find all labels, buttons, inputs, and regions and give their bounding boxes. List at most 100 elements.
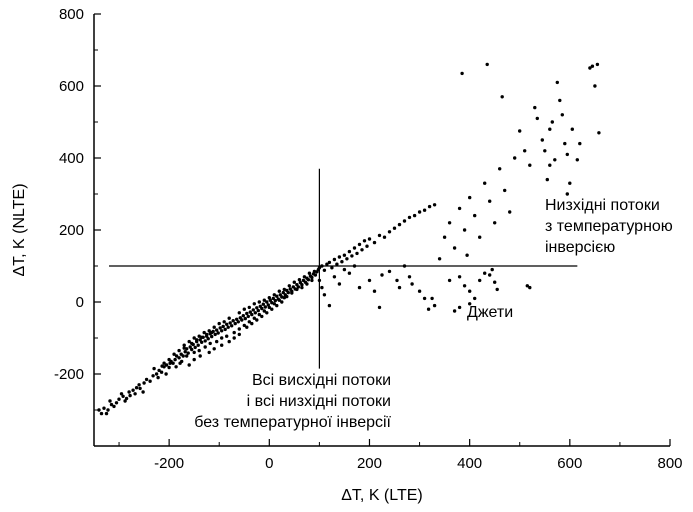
x-tick-label: -200 (154, 455, 184, 472)
scatter-point (255, 318, 259, 322)
scatter-point (251, 308, 255, 312)
scatter-point (273, 298, 277, 303)
scatter-point (272, 302, 276, 306)
scatter-point (495, 287, 499, 292)
annotation-upflows: Всі висхідні потоки і всі низхідні поток… (194, 372, 391, 431)
scatter-point (227, 316, 231, 320)
scatter-point (215, 339, 219, 344)
scatter-point (320, 264, 324, 268)
scatter-point (212, 325, 216, 329)
scatter-point (173, 357, 177, 362)
scatter-point (553, 158, 557, 162)
scatter-point (220, 336, 224, 340)
scatter-point (141, 390, 145, 394)
scatter-point (117, 397, 121, 401)
scatter-point (380, 273, 384, 277)
scatter-point (213, 332, 217, 337)
scatter-point (292, 280, 296, 284)
scatter-point (177, 356, 181, 360)
scatter-point (242, 307, 246, 311)
scatter-point (493, 280, 497, 284)
scatter-point (410, 282, 414, 286)
scatter-point (257, 312, 261, 317)
scatter-point (417, 289, 422, 293)
scatter-point (430, 296, 434, 301)
scatter-point (221, 324, 225, 329)
scatter-point (357, 285, 362, 290)
scatter-point (243, 316, 247, 321)
scatter-point (250, 321, 254, 326)
annotation-line: Всі висхідні потоки (252, 372, 391, 389)
x-tick-label: 400 (457, 455, 482, 472)
scatter-point (332, 257, 337, 262)
annotation-line: і всі низхідні потоки (247, 393, 391, 410)
scatter-point (128, 393, 132, 398)
scatter-point (330, 266, 334, 270)
scatter-point (260, 314, 264, 319)
scatter-point (131, 388, 135, 392)
scatter-point (142, 381, 146, 385)
y-tick-label: 400 (59, 150, 84, 167)
scatter-point (367, 237, 372, 241)
scatter-point (225, 322, 229, 326)
x-tick-label: 200 (357, 455, 382, 472)
scatter-point (257, 300, 261, 304)
annotation-line: Низхідні потоки (545, 197, 660, 214)
scatter-point (555, 80, 559, 85)
scatter-point (327, 260, 332, 265)
scatter-point (312, 269, 317, 274)
scatter-point (395, 278, 399, 283)
scatter-point (342, 267, 347, 272)
scatter-point (432, 303, 437, 308)
scatter-point (327, 303, 332, 308)
scatter-point (500, 95, 504, 99)
scatter-point (167, 357, 171, 362)
scatter-point (518, 129, 522, 133)
scatter-point (220, 343, 224, 347)
x-axis-title: ΔT, K (LTE) (341, 487, 423, 504)
scatter-point (402, 219, 407, 223)
scatter-point (340, 260, 344, 264)
scatter-point (325, 262, 329, 266)
scatter-point (178, 361, 182, 365)
scatter-point (198, 338, 202, 342)
scatter-point (174, 365, 178, 369)
scatter-point (483, 181, 487, 185)
scatter-point (208, 341, 212, 346)
scatter-point (187, 363, 191, 367)
scatter-point (503, 188, 507, 193)
scatter-point (207, 350, 211, 355)
scatter-point (245, 311, 249, 316)
scatter-point (252, 302, 256, 306)
scatter-point (478, 235, 482, 239)
scatter-point (97, 408, 101, 412)
scatter-point (488, 199, 492, 203)
scatter-point (322, 293, 327, 297)
scatter-point (300, 285, 304, 290)
scatter-point (275, 303, 279, 308)
scatter-point (121, 394, 125, 398)
scatter-point (156, 375, 160, 380)
scatter-point (182, 343, 186, 347)
scatter-point (543, 149, 547, 153)
scatter-point (267, 296, 271, 300)
y-tick-label: 200 (59, 222, 84, 239)
scatter-point (290, 291, 294, 295)
scatter-point (342, 253, 347, 257)
scatter-point (215, 328, 219, 332)
scatter-point (310, 275, 314, 280)
scatter-point (535, 116, 539, 121)
scatter-point (317, 278, 322, 283)
scatter-point (162, 361, 166, 365)
scatter-point (387, 230, 392, 234)
scatter-point (187, 339, 191, 344)
scatter-point (172, 352, 176, 356)
scatter-point (437, 257, 442, 261)
scatter-point (550, 120, 554, 124)
scatter-point (167, 365, 171, 370)
scatter-point (465, 253, 469, 257)
scatter-point (355, 251, 359, 256)
scatter-point (262, 298, 266, 302)
scatter-point (134, 386, 139, 390)
scatter-point (148, 379, 152, 383)
